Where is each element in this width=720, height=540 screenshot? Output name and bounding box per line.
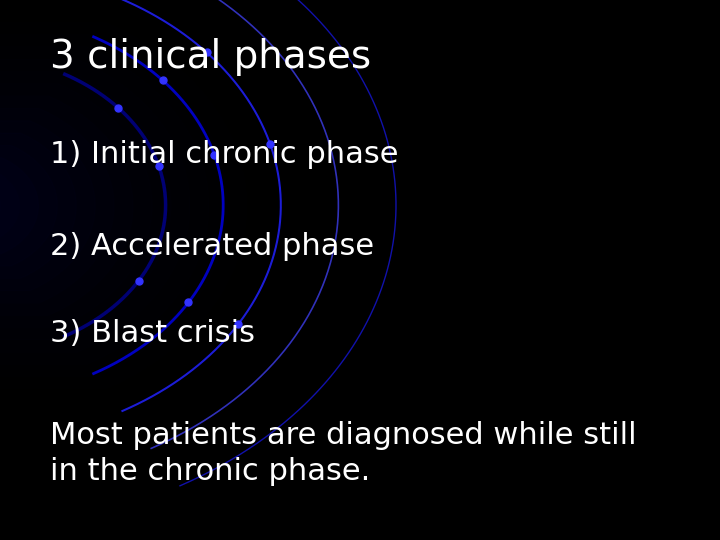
Text: 3 clinical phases: 3 clinical phases [50, 38, 372, 76]
Text: 2) Accelerated phase: 2) Accelerated phase [50, 232, 374, 261]
Text: 1) Initial chronic phase: 1) Initial chronic phase [50, 140, 399, 170]
Text: Most patients are diagnosed while still
in the chronic phase.: Most patients are diagnosed while still … [50, 421, 637, 486]
Text: 3) Blast crisis: 3) Blast crisis [50, 319, 256, 348]
